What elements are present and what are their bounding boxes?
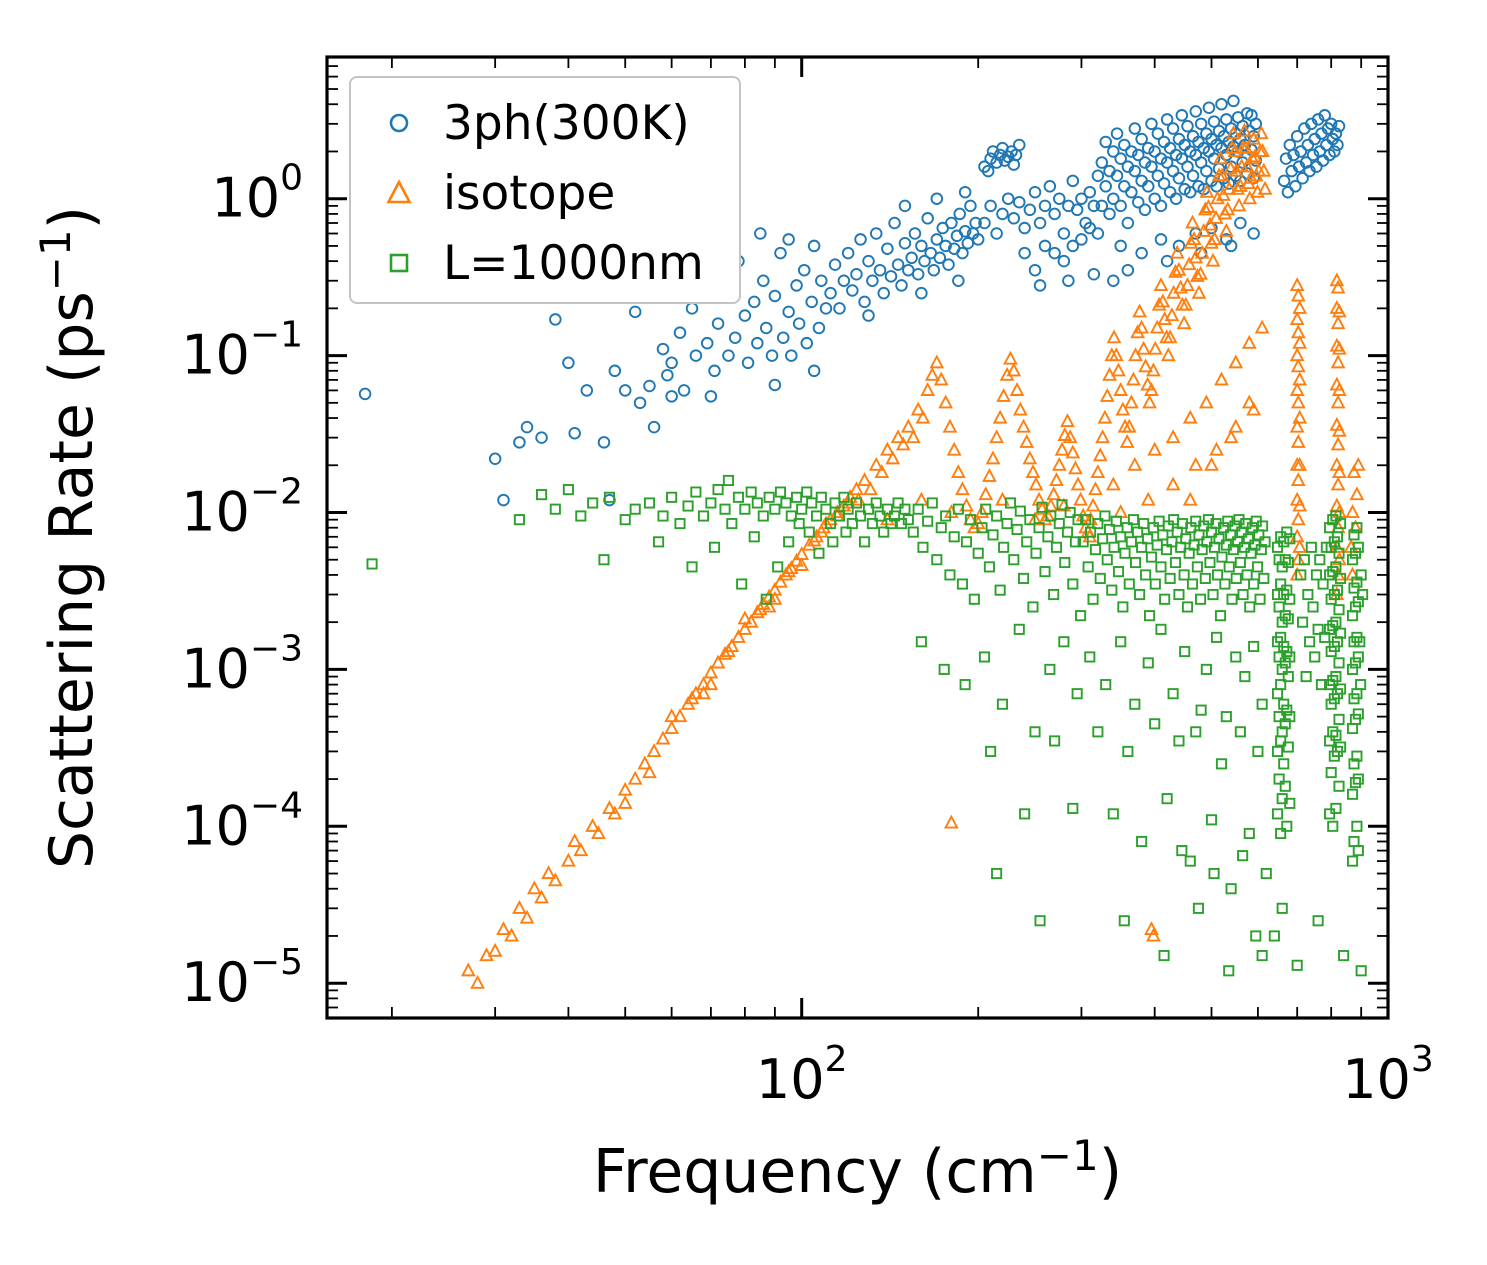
legend-label-l1000nm: L=1000nm (443, 235, 704, 291)
series-l-1000nm (366, 474, 1369, 977)
axis-ticks (327, 57, 1390, 1018)
square-marker-icon (389, 253, 409, 273)
y-axis-label: Scattering Rate (ps−1) (31, 206, 107, 869)
tick-label: 102 (756, 1039, 848, 1111)
tick-label: 10−4 (181, 785, 303, 857)
tick-label: 10−3 (181, 628, 303, 700)
triangle-marker-icon (386, 179, 412, 204)
series-3ph-300k- (358, 94, 1346, 507)
tick-label: 103 (1342, 1039, 1434, 1111)
legend-label-isotope: isotope (443, 165, 616, 221)
circle-marker-icon (389, 113, 409, 133)
tick-label: 100 (211, 158, 303, 230)
tick-label: 10−1 (181, 315, 303, 387)
legend-item-l1000nm: L=1000nm (377, 228, 739, 298)
legend-item-3ph-300k: 3ph(300K) (377, 88, 739, 158)
legend-label-3ph-300k: 3ph(300K) (443, 95, 690, 151)
tick-label: 10−2 (181, 471, 303, 543)
legend-item-isotope: isotope (377, 158, 739, 228)
tick-label: 10−5 (181, 942, 303, 1014)
legend: 3ph(300K) isotope L=1000nm (349, 76, 741, 304)
x-axis-label: Frequency (cm−1) (593, 1131, 1122, 1207)
